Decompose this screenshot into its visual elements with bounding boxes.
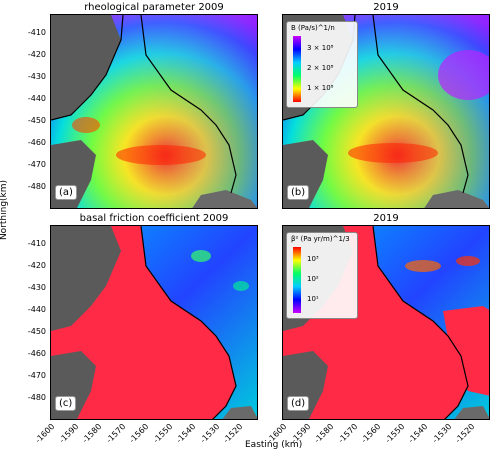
y-tick-top-6: -470 bbox=[27, 160, 46, 169]
panel-label-b: (b) bbox=[287, 185, 310, 200]
y-tick-bottom-4: -450 bbox=[27, 327, 46, 336]
colorbar-rheology-tick-2: 2 × 10⁸ bbox=[307, 64, 334, 72]
x-axis-label: Easting (km) bbox=[245, 440, 303, 450]
panel-label-a: (a) bbox=[55, 185, 77, 200]
colorbar-friction-tick-2: 10² bbox=[307, 275, 319, 283]
y-tick-top-3: -440 bbox=[27, 94, 46, 103]
y-axis-label: Northing(km) bbox=[0, 179, 10, 241]
map-panel-c: (c) bbox=[50, 225, 258, 420]
map-panel-a: (a) bbox=[50, 14, 258, 209]
y-tick-bottom-6: -470 bbox=[27, 371, 46, 380]
y-tick-top-7: -480 bbox=[27, 182, 46, 191]
colorbar-friction-ramp bbox=[293, 247, 301, 313]
colorbar-friction-tick-3: 10³ bbox=[307, 255, 319, 263]
panel-label-c: (c) bbox=[55, 396, 77, 411]
y-tick-top-1: -420 bbox=[27, 50, 46, 59]
colorbar-friction-tick-1: 10¹ bbox=[307, 295, 319, 303]
colorbar-friction: β² (Pa yr/m)^1/3 10³ 10² 10¹ bbox=[286, 232, 358, 319]
y-tick-top-5: -460 bbox=[27, 138, 46, 147]
y-tick-bottom-3: -440 bbox=[27, 305, 46, 314]
colorbar-rheology-title: B (Pa/s)^1/n bbox=[291, 24, 335, 32]
colorbar-friction-title: β² (Pa yr/m)^1/3 bbox=[291, 235, 350, 243]
panel-title-a: rheological parameter 2009 bbox=[84, 2, 224, 13]
y-tick-top-0: -410 bbox=[27, 28, 46, 37]
y-tick-bottom-0: -410 bbox=[27, 239, 46, 248]
panel-label-d: (d) bbox=[287, 396, 310, 411]
panel-title-d: 2019 bbox=[373, 213, 399, 224]
panel-title-c: basal friction coefficient 2009 bbox=[79, 213, 229, 224]
y-tick-bottom-5: -460 bbox=[27, 349, 46, 358]
y-tick-top-4: -450 bbox=[27, 116, 46, 125]
map-panel-d: β² (Pa yr/m)^1/3 10³ 10² 10¹ (d) bbox=[282, 225, 490, 420]
colorbar-rheology: B (Pa/s)^1/n 3 × 10⁸ 2 × 10⁸ 1 × 10⁸ bbox=[286, 21, 358, 108]
map-panel-b: B (Pa/s)^1/n 3 × 10⁸ 2 × 10⁸ 1 × 10⁸ (b) bbox=[282, 14, 490, 209]
y-tick-bottom-1: -420 bbox=[27, 261, 46, 270]
y-tick-top-2: -430 bbox=[27, 72, 46, 81]
colorbar-rheology-tick-1: 1 × 10⁸ bbox=[307, 84, 334, 92]
panel-title-b: 2019 bbox=[373, 2, 399, 13]
colorbar-rheology-ramp bbox=[293, 36, 301, 102]
y-tick-bottom-7: -480 bbox=[27, 393, 46, 402]
colorbar-rheology-tick-3: 3 × 10⁸ bbox=[307, 44, 334, 52]
y-tick-bottom-2: -430 bbox=[27, 283, 46, 292]
